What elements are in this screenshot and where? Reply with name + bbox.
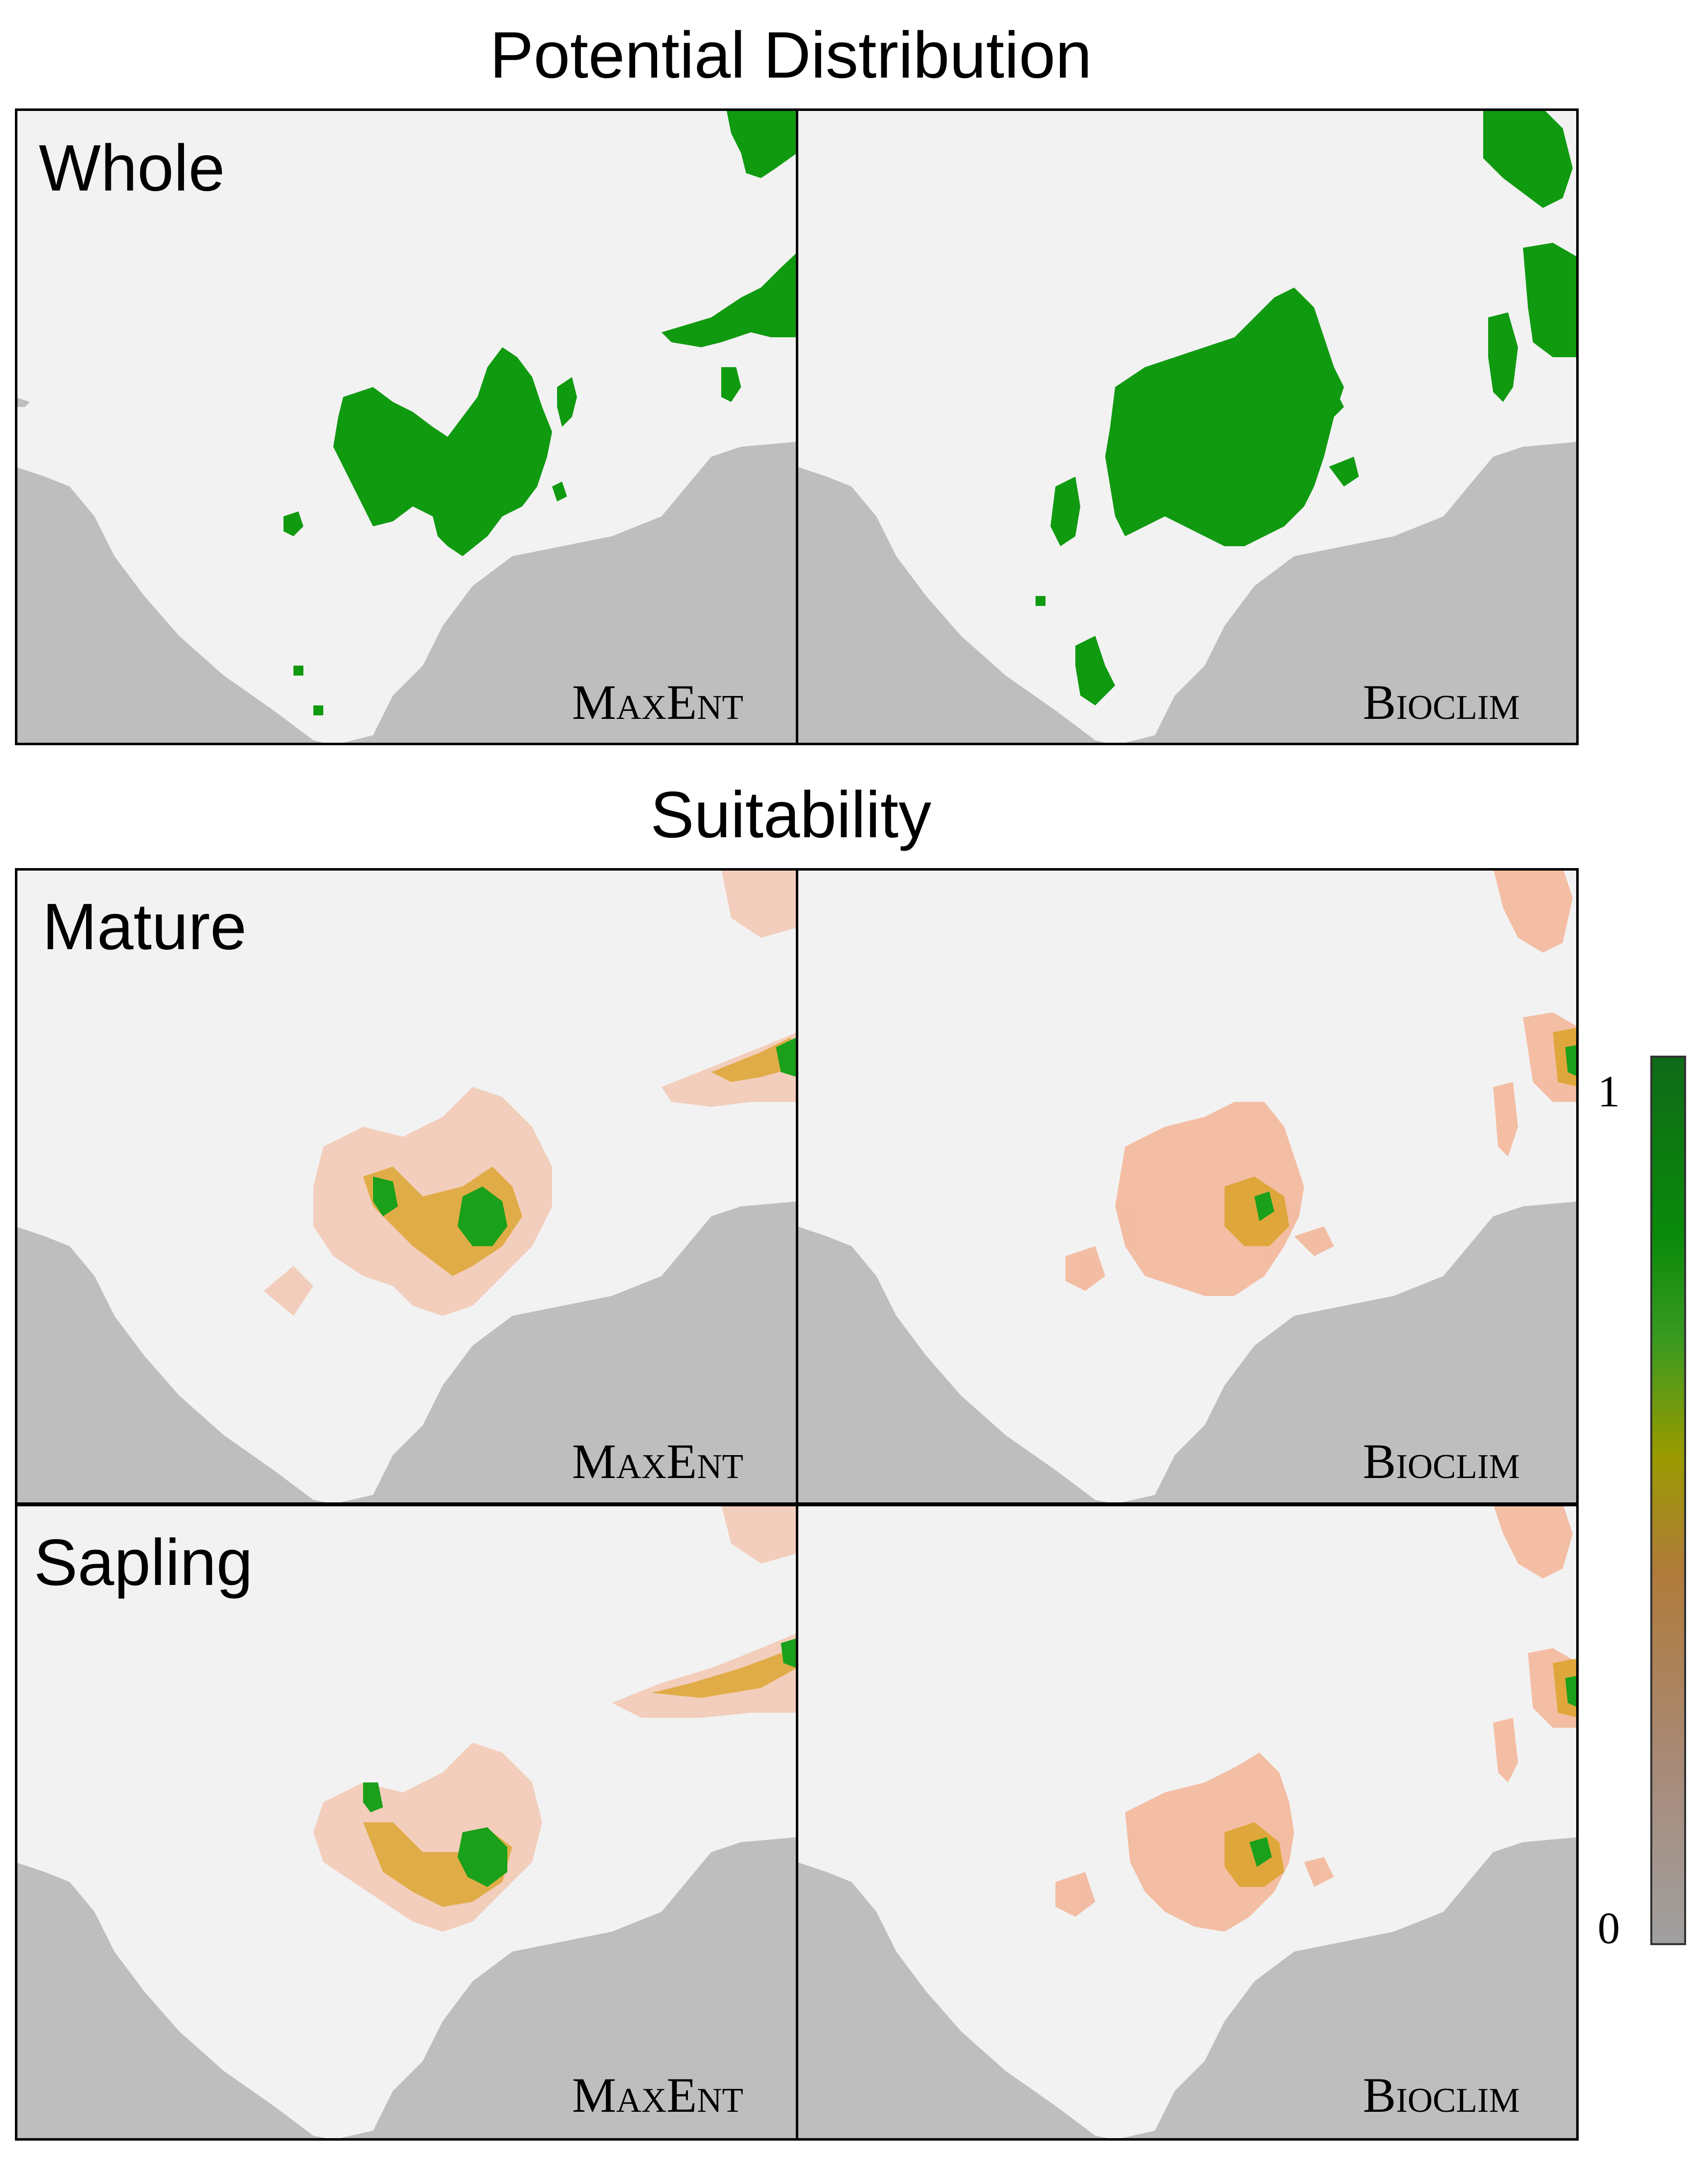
map-sapling-bioclim <box>797 1504 1579 2140</box>
mid-suitability-area <box>363 1653 797 1907</box>
sea-area <box>797 442 1579 745</box>
map-mature-maxent-svg <box>15 868 797 1504</box>
sea-area <box>15 1201 797 1504</box>
sea-area <box>797 1201 1579 1504</box>
divider-whole-row <box>796 108 798 745</box>
model-label-whole-maxent: MaxEnt <box>572 675 744 730</box>
suitability-title: Suitability <box>650 778 932 851</box>
map-whole-bioclim-svg <box>797 108 1579 745</box>
presence-area <box>1036 108 1579 705</box>
model-label-sapling-bioclim: Bioclim <box>1363 2068 1520 2123</box>
map-whole-maxent-svg <box>15 108 797 745</box>
map-mature-bioclim <box>797 868 1579 1504</box>
sea-area <box>15 1837 797 2140</box>
row-label-mature: Mature <box>42 890 247 963</box>
high-suitability-area <box>363 1638 797 1887</box>
map-whole-bioclim <box>797 108 1579 745</box>
suitability-color-scale <box>1650 1056 1686 1945</box>
map-mature-maxent <box>15 868 797 1504</box>
legend-min-label: 0 <box>1598 1904 1620 1953</box>
model-label-whole-bioclim: Bioclim <box>1363 675 1520 730</box>
sea-area <box>797 1837 1579 2140</box>
high-suitability-area <box>1249 1675 1579 1867</box>
potential-distribution-title: Potential Distribution <box>489 18 1092 92</box>
high-suitability-area <box>373 1037 797 1246</box>
divider-mature-row <box>796 868 798 1505</box>
low-suitability-area <box>1065 868 1579 1296</box>
map-sapling-bioclim-svg <box>797 1504 1579 2140</box>
row-label-whole: Whole <box>39 131 225 204</box>
map-sapling-maxent <box>15 1504 797 2140</box>
model-label-mature-bioclim: Bioclim <box>1363 1434 1520 1489</box>
presence-area <box>284 108 797 715</box>
map-sapling-maxent-svg <box>15 1504 797 2140</box>
map-whole-maxent <box>15 108 797 745</box>
model-label-sapling-maxent: MaxEnt <box>572 2068 744 2123</box>
row-label-sapling: Sapling <box>34 1526 253 1599</box>
sea-area <box>15 397 797 745</box>
model-label-mature-maxent: MaxEnt <box>572 1434 744 1489</box>
map-mature-bioclim-svg <box>797 868 1579 1504</box>
divider-sapling-row <box>796 1504 798 2141</box>
legend-max-label: 1 <box>1598 1067 1620 1116</box>
high-suitability-area <box>1254 1045 1579 1221</box>
